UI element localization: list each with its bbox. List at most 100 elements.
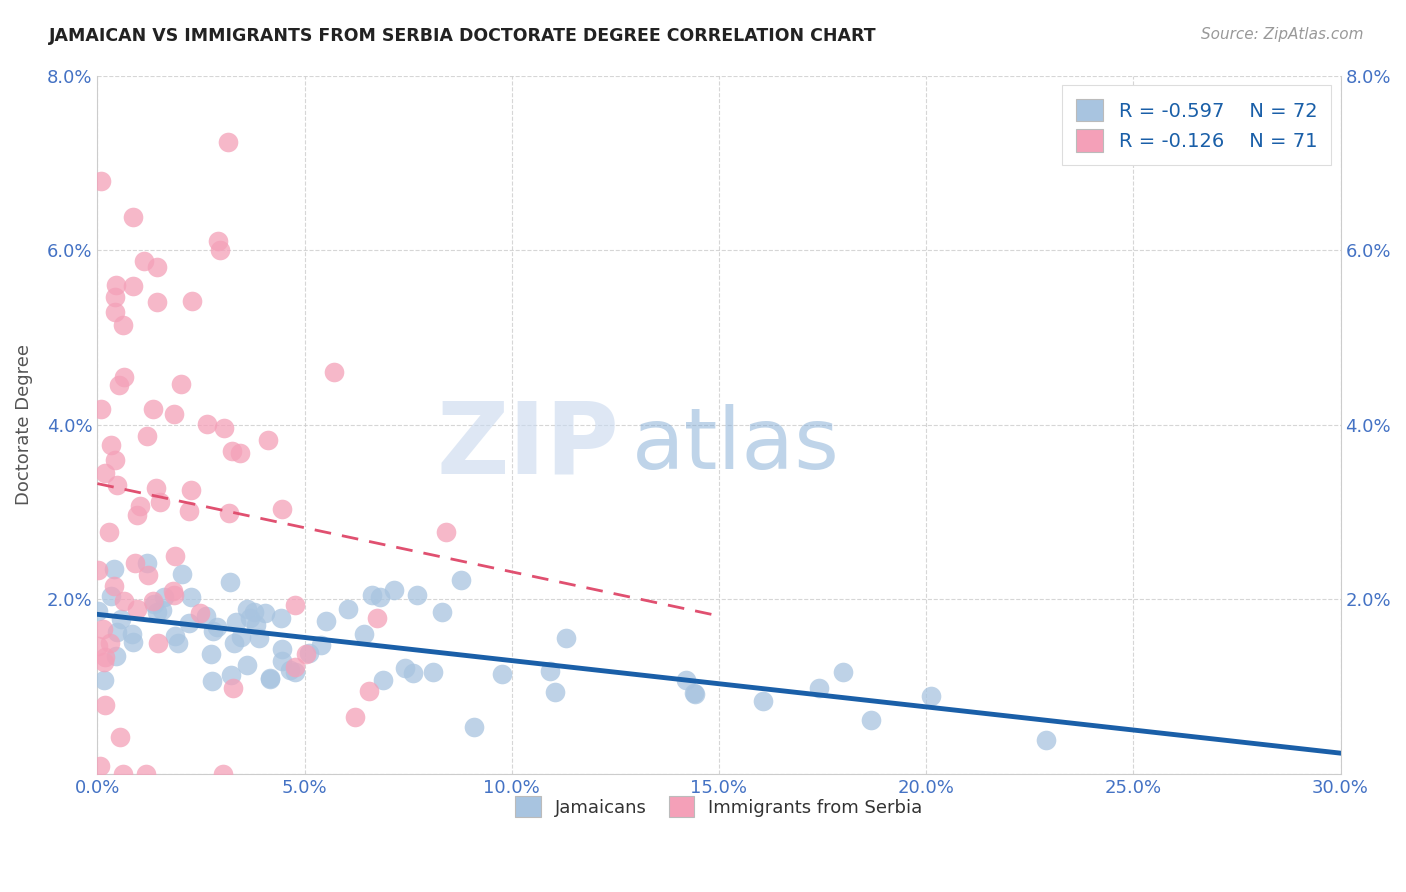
Point [121, 210, 143, 224]
Point [145, 481, 167, 495]
Point [382, 583, 405, 598]
Point [432, 605, 454, 619]
Point [180, 483, 202, 498]
Point [124, 556, 146, 570]
Point [254, 606, 277, 620]
Point [121, 278, 143, 293]
Point [170, 567, 193, 582]
Point [394, 660, 416, 674]
Point [125, 602, 148, 616]
Point [104, 648, 127, 663]
Point [228, 446, 250, 460]
Point [181, 294, 204, 309]
Point [103, 562, 125, 576]
Point [112, 767, 135, 781]
Point [112, 318, 135, 332]
Point [283, 598, 305, 612]
Point [463, 720, 485, 734]
Point [284, 665, 307, 679]
Point [298, 646, 321, 660]
Point [142, 401, 165, 416]
Point [683, 687, 706, 701]
Point [270, 502, 292, 516]
Point [361, 588, 384, 602]
Point [87, 604, 110, 618]
Point [93, 622, 115, 636]
Point [108, 378, 131, 392]
Point [166, 636, 188, 650]
Point [211, 767, 233, 781]
Point [121, 626, 143, 640]
Y-axis label: Doctorate Degree: Doctorate Degree [15, 344, 32, 506]
Point [152, 603, 174, 617]
Point [98, 524, 121, 539]
Point [682, 686, 704, 700]
Point [148, 494, 170, 508]
Text: JAMAICAN VS IMMIGRANTS FROM SERBIA DOCTORATE DEGREE CORRELATION CHART: JAMAICAN VS IMMIGRANTS FROM SERBIA DOCTO… [49, 27, 877, 45]
Point [90, 173, 112, 187]
Point [859, 713, 882, 727]
Point [94, 649, 117, 664]
Point [105, 625, 128, 640]
Point [239, 610, 262, 624]
Point [366, 611, 388, 625]
Point [752, 694, 775, 708]
Point [104, 290, 127, 304]
Point [110, 612, 132, 626]
Point [162, 584, 184, 599]
Point [222, 636, 245, 650]
Point [245, 618, 267, 632]
Point [422, 665, 444, 679]
Point [368, 591, 391, 605]
Point [100, 589, 122, 603]
Point [135, 767, 157, 781]
Point [202, 624, 225, 638]
Point [136, 429, 159, 443]
Point [247, 632, 270, 646]
Point [136, 568, 159, 582]
Point [195, 417, 218, 431]
Point [491, 666, 513, 681]
Point [162, 407, 184, 421]
Point [135, 556, 157, 570]
Point [259, 671, 281, 685]
Point [110, 730, 132, 744]
Point [322, 366, 344, 380]
Point [93, 655, 115, 669]
Text: ZIP: ZIP [437, 397, 620, 494]
Point [675, 673, 697, 687]
Point [105, 278, 128, 293]
Point [205, 620, 228, 634]
Text: Source: ZipAtlas.com: Source: ZipAtlas.com [1201, 27, 1364, 42]
Point [271, 654, 294, 668]
Point [538, 665, 561, 679]
Point [218, 506, 240, 520]
Point [146, 260, 169, 274]
Point [406, 588, 429, 602]
Point [180, 591, 202, 605]
Point [93, 466, 115, 480]
Point [143, 598, 166, 612]
Point [93, 673, 115, 687]
Point [103, 453, 125, 467]
Point [315, 614, 337, 628]
Point [146, 605, 169, 619]
Point [105, 478, 128, 492]
Point [236, 657, 259, 672]
Point [207, 234, 229, 248]
Point [194, 609, 217, 624]
Point [807, 681, 830, 695]
Point [100, 438, 122, 452]
Point [218, 575, 240, 590]
Point [434, 525, 457, 540]
Text: atlas: atlas [631, 404, 839, 487]
Point [146, 295, 169, 310]
Point [270, 611, 292, 625]
Point [146, 636, 169, 650]
Point [100, 636, 122, 650]
Point [112, 594, 135, 608]
Point [236, 601, 259, 615]
Point [257, 434, 280, 448]
Point [104, 305, 127, 319]
Point [402, 666, 425, 681]
